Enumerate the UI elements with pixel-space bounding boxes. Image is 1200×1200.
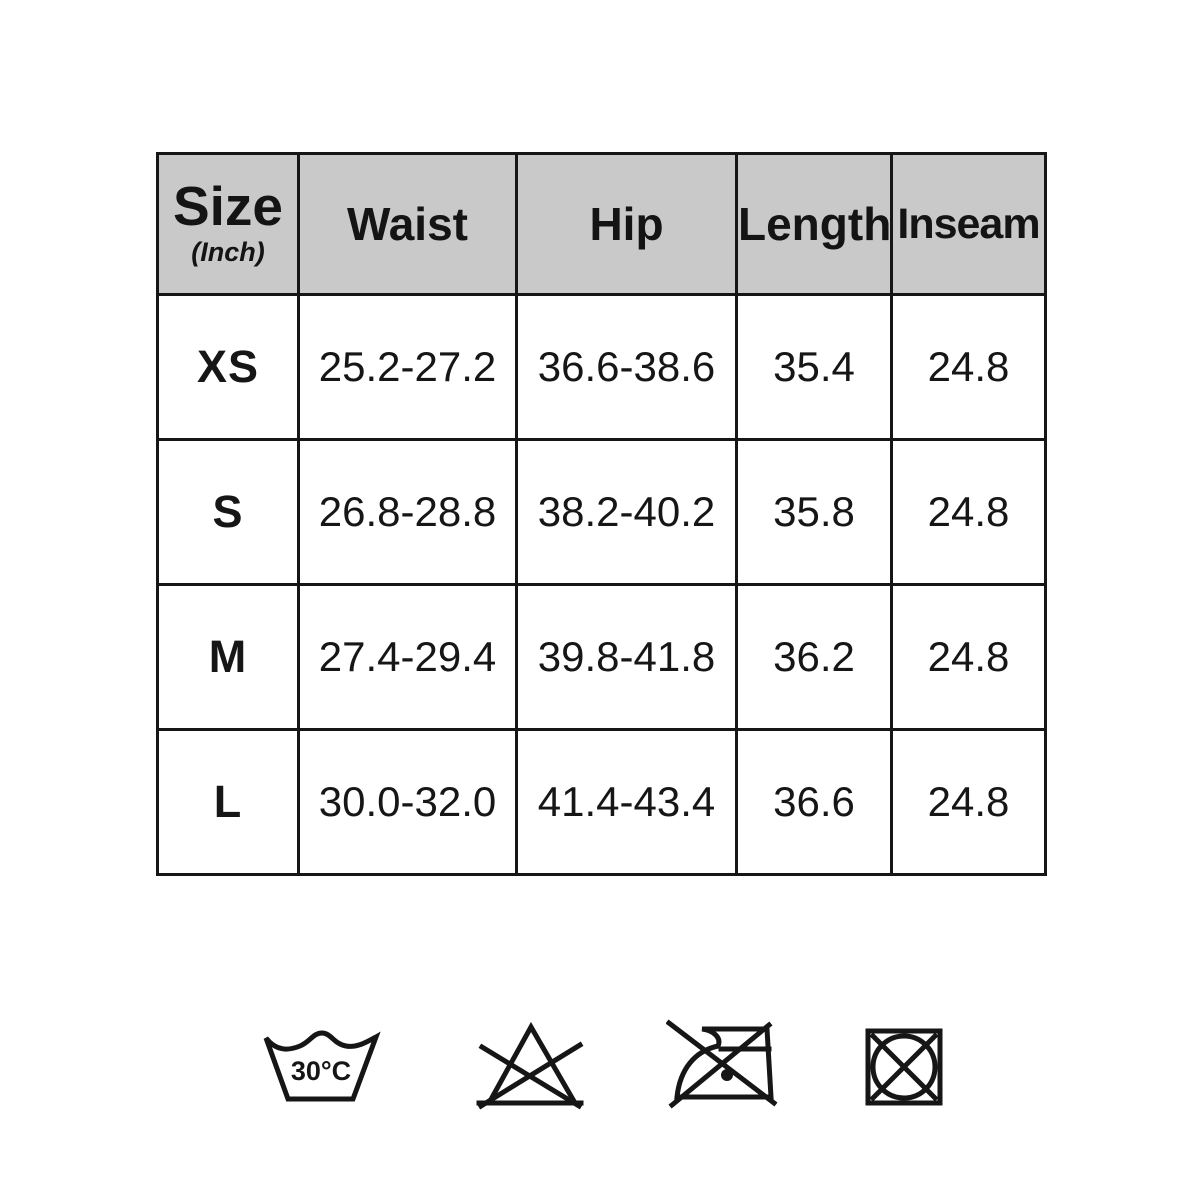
wash-temp-label: 30°C (291, 1056, 351, 1086)
machine-wash-30c-icon: 30°C (258, 1022, 384, 1106)
table-row-l: L 30.0-32.0 41.4-43.4 36.6 24.8 (156, 728, 1047, 876)
header-size-unit: (Inch) (191, 237, 265, 268)
hip-value: 38.2-40.2 (515, 438, 738, 586)
waist-value: 25.2-27.2 (297, 293, 518, 441)
hip-value: 41.4-43.4 (515, 728, 738, 876)
waist-value: 27.4-29.4 (297, 583, 518, 731)
header-size: Size (Inch) (156, 152, 300, 296)
length-value: 36.6 (735, 728, 893, 876)
header-waist: Waist (297, 152, 518, 296)
inseam-value: 24.8 (890, 583, 1047, 731)
do-not-bleach-icon (474, 1020, 586, 1112)
do-not-tumble-dry-icon (863, 1026, 945, 1108)
waist-value: 26.8-28.8 (297, 438, 518, 586)
header-inseam: Inseam (890, 152, 1047, 296)
do-not-iron-icon (666, 1018, 780, 1112)
size-chart-table: Size (Inch) Waist Hip Length Inseam XS 2… (156, 152, 1047, 876)
hip-value: 36.6-38.6 (515, 293, 738, 441)
table-row-m: M 27.4-29.4 39.8-41.8 36.2 24.8 (156, 583, 1047, 731)
waist-value: 30.0-32.0 (297, 728, 518, 876)
length-value: 35.8 (735, 438, 893, 586)
hip-value: 39.8-41.8 (515, 583, 738, 731)
header-size-label: Size (172, 175, 284, 238)
inseam-value: 24.8 (890, 728, 1047, 876)
length-value: 36.2 (735, 583, 893, 731)
size-value: M (156, 583, 300, 731)
table-row-xs: XS 25.2-27.2 36.6-38.6 35.4 24.8 (156, 293, 1047, 441)
size-value: S (156, 438, 300, 586)
header-row: Size (Inch) Waist Hip Length Inseam (156, 152, 1047, 296)
inseam-value: 24.8 (890, 293, 1047, 441)
inseam-value: 24.8 (890, 438, 1047, 586)
size-value: XS (156, 293, 300, 441)
length-value: 35.4 (735, 293, 893, 441)
size-value: L (156, 728, 300, 876)
header-hip: Hip (515, 152, 738, 296)
header-length: Length (735, 152, 893, 296)
table-row-s: S 26.8-28.8 38.2-40.2 35.8 24.8 (156, 438, 1047, 586)
